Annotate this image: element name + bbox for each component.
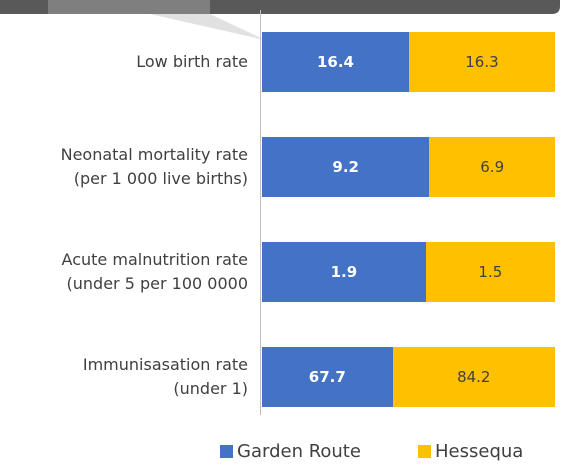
category-label: Immunisasation rate (under 1) bbox=[82, 355, 248, 398]
bar-segment: 84.2 bbox=[392, 347, 555, 407]
legend-swatch bbox=[220, 445, 233, 458]
bar-segment: 16.4 bbox=[262, 32, 409, 92]
legend-item: Garden Route bbox=[220, 441, 361, 462]
legend-label: Hessequa bbox=[435, 441, 524, 462]
bar-segment: 9.2 bbox=[262, 137, 430, 197]
header-decoration bbox=[0, 0, 560, 40]
legend-item: Hessequa bbox=[418, 441, 523, 462]
bar-segment: 1.5 bbox=[425, 242, 555, 302]
bar-segment: 1.9 bbox=[262, 242, 426, 302]
bar-segment: 16.3 bbox=[408, 32, 555, 92]
category-label: Neonatal mortality rate (per 1 000 live … bbox=[60, 145, 248, 188]
legend-label: Garden Route bbox=[237, 441, 361, 462]
header-tab bbox=[48, 0, 210, 14]
bar-segment: 67.7 bbox=[262, 347, 393, 407]
legend-swatch bbox=[418, 445, 431, 458]
category-label: Acute malnutrition rate (under 5 per 100… bbox=[61, 250, 248, 293]
axis-line bbox=[260, 10, 261, 415]
bar-segment: 6.9 bbox=[429, 137, 555, 197]
category-label: Low birth rate bbox=[136, 52, 248, 71]
